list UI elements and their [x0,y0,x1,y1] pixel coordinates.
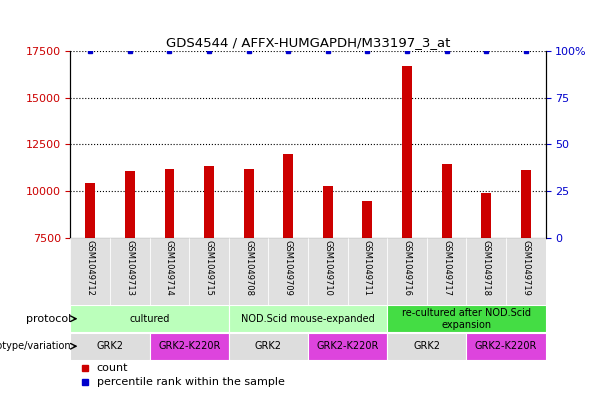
Text: GSM1049711: GSM1049711 [363,240,372,296]
Text: GRK2-K220R: GRK2-K220R [316,341,379,351]
Text: GSM1049710: GSM1049710 [323,240,332,296]
Bar [323,186,333,238]
Bar [506,238,546,305]
Bar [308,238,348,305]
Text: GSM1049718: GSM1049718 [482,240,490,296]
Title: GDS4544 / AFFX-HUMGAPDH/M33197_3_at: GDS4544 / AFFX-HUMGAPDH/M33197_3_at [166,35,450,48]
Text: GSM1049709: GSM1049709 [284,240,293,296]
Bar [308,333,387,360]
Text: GRK2-K220R: GRK2-K220R [158,341,221,351]
Bar [268,238,308,305]
Bar [348,238,387,305]
Text: GRK2: GRK2 [97,341,124,351]
Bar [387,333,466,360]
Bar [204,166,214,238]
Bar [441,164,452,238]
Text: GSM1049713: GSM1049713 [126,240,134,296]
Bar [402,66,412,238]
Bar [229,238,268,305]
Bar [481,193,491,238]
Bar [70,305,229,332]
Bar [70,333,150,360]
Bar [466,238,506,305]
Bar [125,171,135,238]
Text: GSM1049714: GSM1049714 [165,240,174,296]
Bar [229,305,387,332]
Text: NOD.Scid mouse-expanded: NOD.Scid mouse-expanded [241,314,375,324]
Bar [427,238,466,305]
Bar [85,183,95,238]
Text: GSM1049719: GSM1049719 [521,240,530,296]
Bar [164,169,175,238]
Text: protocol: protocol [26,314,71,324]
Bar [283,154,293,238]
Text: GSM1049717: GSM1049717 [442,240,451,296]
Bar [150,333,229,360]
Text: GRK2: GRK2 [255,341,282,351]
Bar [387,305,546,332]
Bar [229,333,308,360]
Text: GSM1049708: GSM1049708 [244,240,253,296]
Text: genotype/variation: genotype/variation [0,341,71,351]
Bar [521,170,531,238]
Text: GSM1049712: GSM1049712 [86,240,95,296]
Text: cultured: cultured [129,314,170,324]
Bar [362,201,372,238]
Bar [387,238,427,305]
Text: GRK2: GRK2 [413,341,440,351]
Text: GRK2-K220R: GRK2-K220R [475,341,537,351]
Bar [466,333,546,360]
Bar [70,238,110,305]
Bar [244,169,254,238]
Text: re-cultured after NOD.Scid
expansion: re-cultured after NOD.Scid expansion [402,308,531,329]
Text: GSM1049716: GSM1049716 [403,240,411,296]
Bar [189,238,229,305]
Bar [110,238,150,305]
Bar [150,238,189,305]
Text: percentile rank within the sample: percentile rank within the sample [97,377,284,387]
Text: count: count [97,363,128,373]
Text: GSM1049715: GSM1049715 [205,240,213,296]
